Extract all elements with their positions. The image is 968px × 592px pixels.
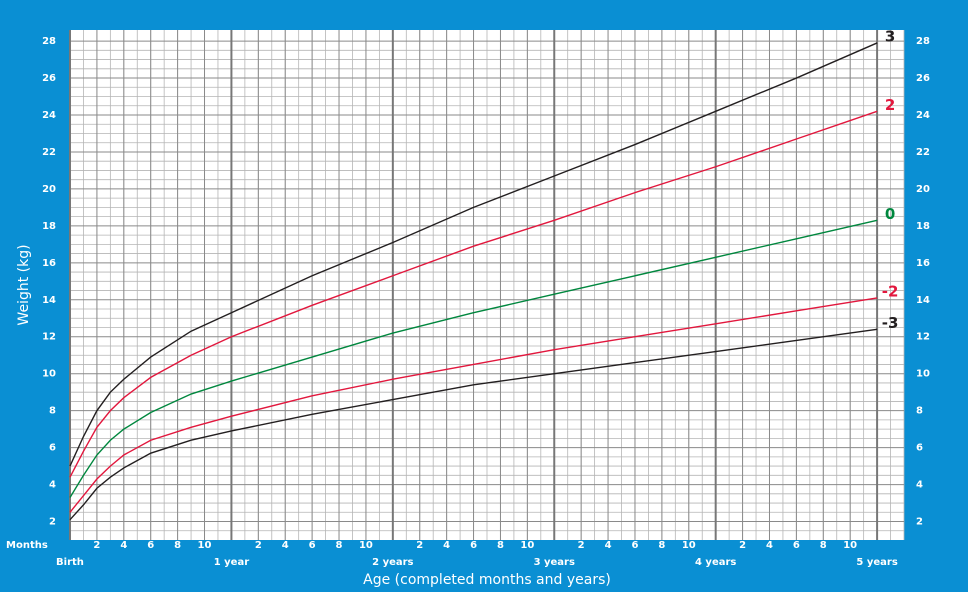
y-tick-label: 14	[42, 295, 56, 306]
x-tick-label: 10	[520, 540, 534, 551]
y-tick-label: 8	[49, 406, 56, 417]
months-label: Months	[6, 540, 48, 551]
year-tick-label: Birth	[56, 557, 84, 568]
y-tick-label: 18	[42, 221, 56, 232]
year-tick-label: 4 years	[695, 557, 736, 568]
y-tick-label: 12	[42, 332, 56, 343]
x-tick-label: 4	[605, 540, 612, 551]
y-tick-label: 24	[42, 110, 56, 121]
x-tick-label: 8	[497, 540, 504, 551]
x-tick-label: 2	[739, 540, 746, 551]
y-tick-label: 28	[42, 36, 56, 47]
x-tick-label: 4	[766, 540, 773, 551]
series-line	[69, 42, 878, 467]
y-tick-label: 20	[42, 184, 56, 195]
x-tick-label: 4	[443, 540, 450, 551]
y-tick-label: 10	[42, 369, 56, 380]
y-tick-label-right: 10	[916, 369, 930, 380]
y-tick-label-right: 18	[916, 221, 930, 232]
series-label: -3	[882, 314, 899, 332]
y-tick-label: 6	[49, 443, 56, 454]
x-tick-label: 8	[174, 540, 181, 551]
y-tick-label: 26	[42, 73, 56, 84]
y-tick-label-right: 4	[916, 480, 923, 491]
x-tick-label: 10	[843, 540, 857, 551]
y-tick-label-right: 16	[916, 258, 930, 269]
x-tick-label: 8	[820, 540, 827, 551]
x-tick-label: 2	[255, 540, 262, 551]
x-tick-label: 2	[93, 540, 100, 551]
x-tick-label: 8	[658, 540, 665, 551]
x-axis-label: Age (completed months and years)	[363, 572, 611, 588]
y-tick-label-right: 20	[916, 184, 930, 195]
x-tick-label: 6	[147, 540, 154, 551]
x-tick-label: 10	[682, 540, 696, 551]
y-tick-label: 4	[49, 480, 56, 491]
x-tick-label: 6	[631, 540, 638, 551]
y-axis-label: Weight (kg)	[16, 244, 32, 325]
y-tick-label-right: 2	[916, 517, 923, 528]
x-tick-label: 6	[470, 540, 477, 551]
x-tick-label: 10	[359, 540, 373, 551]
year-tick-label: 2 years	[372, 557, 413, 568]
y-tick-label-right: 8	[916, 406, 923, 417]
y-tick-label: 16	[42, 258, 56, 269]
x-tick-label: 4	[120, 540, 127, 551]
series-line	[69, 219, 878, 498]
y-tick-label: 22	[42, 147, 56, 158]
x-tick-label: 6	[793, 540, 800, 551]
series-line	[69, 328, 878, 521]
year-tick-label: 5 years	[856, 557, 897, 568]
y-tick-label-right: 6	[916, 443, 923, 454]
y-tick-label-right: 12	[916, 332, 930, 343]
series-label: 2	[885, 96, 895, 114]
x-tick-label: 2	[416, 540, 423, 551]
series-line	[69, 297, 878, 513]
series-label: 0	[885, 205, 895, 223]
x-tick-label: 10	[198, 540, 212, 551]
y-tick-label-right: 26	[916, 73, 930, 84]
series-line	[69, 110, 878, 478]
series-label: 3	[885, 27, 895, 45]
x-tick-label: 2	[578, 540, 585, 551]
x-tick-label: 8	[336, 540, 343, 551]
x-tick-label: 4	[282, 540, 289, 551]
y-tick-label: 2	[49, 517, 56, 528]
x-tick-label: 6	[309, 540, 316, 551]
year-tick-label: 3 years	[534, 557, 575, 568]
y-tick-label-right: 22	[916, 147, 930, 158]
y-tick-label-right: 24	[916, 110, 930, 121]
year-tick-label: 1 year	[214, 557, 249, 568]
series-label: -2	[882, 282, 899, 300]
y-tick-label-right: 28	[916, 36, 930, 47]
y-tick-label-right: 14	[916, 295, 930, 306]
